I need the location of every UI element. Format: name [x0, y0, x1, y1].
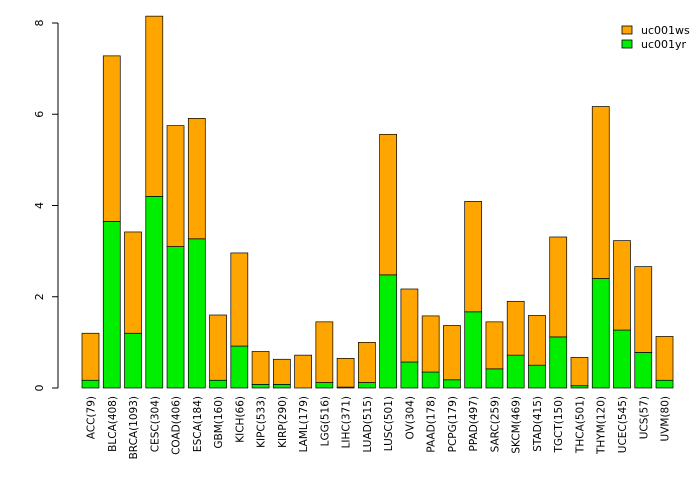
- bar-uc001yr: [81, 379, 100, 389]
- bar-uc001ws: [549, 236, 568, 338]
- bar-uc001yr: [187, 238, 206, 389]
- bar-uc001yr: [655, 379, 674, 389]
- bar-uc001yr: [145, 196, 164, 389]
- x-tick-label: UCEC(545): [617, 396, 629, 453]
- bar-uc001yr: [443, 379, 461, 389]
- bar-uc001ws: [166, 125, 185, 247]
- x-tick-label: THYM(120): [596, 396, 608, 455]
- bar-uc001ws: [81, 332, 100, 381]
- bar-uc001ws: [145, 15, 164, 197]
- bar-uc001yr: [166, 246, 185, 389]
- x-tick-label: KIRP(290): [277, 396, 289, 448]
- x-tick-label: STAD(415): [532, 396, 544, 452]
- x-tick-label: KICH(66): [234, 396, 246, 443]
- bar-uc001yr: [485, 368, 504, 389]
- x-tick-label: BLCA(408): [107, 396, 119, 452]
- bar-uc001ws: [379, 133, 397, 276]
- y-tick-label: 2: [33, 293, 46, 300]
- y-tick-label: 4: [33, 202, 46, 209]
- bar-uc001ws: [400, 288, 419, 363]
- x-tick-label: LAML(179): [298, 396, 310, 452]
- bar-uc001ws: [209, 314, 227, 381]
- bar-uc001yr: [464, 311, 483, 389]
- bar-uc001yr: [528, 364, 546, 389]
- x-tick-label: LGG(516): [319, 396, 331, 446]
- bar-uc001yr: [272, 384, 291, 389]
- bar-uc001ws: [187, 118, 206, 240]
- legend-swatch-uc001ws: [621, 25, 633, 35]
- legend-swatch-uc001yr: [621, 39, 633, 49]
- bar-uc001yr: [549, 336, 568, 389]
- bar-uc001ws: [485, 321, 504, 370]
- x-tick-label: LUAD(515): [362, 396, 374, 453]
- bar-uc001yr: [102, 221, 121, 389]
- bar-uc001ws: [443, 325, 461, 381]
- bar-uc001yr: [230, 345, 249, 389]
- bar-uc001yr: [315, 382, 334, 389]
- x-tick-label: PAAD(178): [426, 396, 438, 453]
- x-tick-label: OV(304): [404, 396, 416, 440]
- bar-uc001yr: [506, 354, 525, 389]
- x-tick-label: GBM(160): [213, 396, 225, 449]
- bar-uc001yr: [634, 352, 653, 389]
- bar-uc001ws: [124, 231, 142, 334]
- x-tick-label: BRCA(1093): [128, 396, 140, 459]
- x-tick-label: LIHC(371): [341, 396, 353, 448]
- bar-uc001ws: [358, 342, 376, 383]
- x-tick-label: PPAD(497): [468, 396, 480, 452]
- bar-uc001yr: [421, 371, 440, 389]
- bar-uc001ws: [421, 315, 440, 373]
- x-tick-label: LUSC(501): [383, 396, 395, 451]
- bar-uc001ws: [613, 240, 631, 331]
- x-tick-label: PCPG(179): [447, 396, 459, 452]
- x-tick-label: COAD(406): [171, 396, 183, 455]
- bar-uc001yr: [358, 382, 376, 389]
- bar-uc001ws: [102, 55, 121, 222]
- bar-uc001ws: [570, 357, 589, 387]
- legend-label-uc001yr: uc001yr: [641, 38, 687, 51]
- x-tick-label: UVM(80): [660, 396, 672, 441]
- bar-uc001ws: [272, 358, 291, 385]
- bars: [81, 15, 674, 389]
- bar-uc001ws: [336, 357, 355, 388]
- bar-uc001yr: [591, 278, 610, 389]
- y-tick-label: 0: [33, 385, 46, 392]
- bar-uc001ws: [464, 201, 483, 313]
- x-tick-label: KIPC(533): [256, 396, 268, 448]
- x-tick-label: ESCA(184): [192, 396, 204, 452]
- y-tick-label: 8: [33, 20, 46, 27]
- bar-uc001ws: [506, 300, 525, 356]
- bar-uc001ws: [251, 351, 270, 385]
- y-axis: 0 2 4 6 8: [33, 20, 59, 392]
- bar-uc001yr: [400, 361, 419, 389]
- bar-uc001yr: [613, 329, 631, 389]
- y-tick-label: 6: [33, 111, 46, 118]
- x-tick-label: UCS(57): [638, 396, 650, 439]
- bar-uc001yr: [124, 332, 142, 389]
- x-tick-label: THCA(501): [574, 396, 586, 454]
- bar-uc001yr: [209, 379, 227, 389]
- x-axis-labels: ACC(79) BLCA(408) BRCA(1093) CESC(304) COAD(…: [86, 396, 672, 459]
- x-tick-label: TGCT(150): [553, 396, 565, 454]
- bar-uc001yr: [251, 384, 270, 389]
- bar-uc001ws: [230, 252, 249, 347]
- x-tick-label: CESC(304): [149, 396, 161, 452]
- bar-uc001ws: [655, 336, 674, 381]
- bar-uc001ws: [315, 321, 334, 383]
- bar-uc001ws: [591, 106, 610, 279]
- bar-uc001ws: [634, 266, 653, 353]
- bar-uc001ws: [294, 354, 312, 389]
- bar-uc001yr: [379, 274, 397, 389]
- legend: uc001ws uc001yr: [621, 24, 690, 51]
- x-tick-label: SARC(259): [489, 396, 501, 452]
- bar-uc001ws: [528, 315, 546, 366]
- x-tick-label: ACC(79): [86, 396, 98, 439]
- legend-label-uc001ws: uc001ws: [641, 24, 690, 37]
- x-tick-label: SKCM(469): [511, 396, 523, 454]
